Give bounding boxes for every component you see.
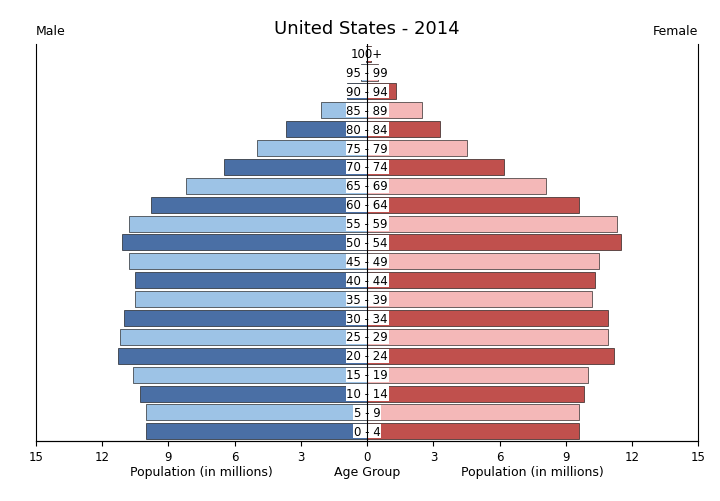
Text: 50 - 54: 50 - 54 [346,236,388,249]
Bar [367,273,595,289]
Bar [122,235,367,251]
Bar [367,310,608,326]
Bar [367,122,440,138]
Text: 80 - 84: 80 - 84 [346,123,388,136]
Text: 100+: 100+ [351,48,383,61]
Text: 35 - 39: 35 - 39 [346,293,388,306]
Text: 55 - 59: 55 - 59 [346,217,388,230]
Bar [140,386,367,402]
Text: 25 - 29: 25 - 29 [346,331,388,344]
Bar [186,178,367,194]
Text: 0 - 4: 0 - 4 [354,425,381,438]
Text: 60 - 64: 60 - 64 [346,199,388,212]
Text: 45 - 49: 45 - 49 [346,256,388,269]
Text: Population (in millions): Population (in millions) [462,465,604,478]
Bar [367,254,599,270]
Text: 40 - 44: 40 - 44 [346,274,388,287]
Bar [367,329,608,345]
Bar [146,423,367,439]
Bar [129,216,367,232]
Bar [367,348,614,364]
Bar [286,122,367,138]
Bar [367,141,467,157]
Bar [361,65,367,81]
Bar [133,367,367,383]
Bar [321,103,367,119]
Bar [135,273,367,289]
Bar [367,292,593,308]
Bar [146,405,367,421]
Text: Male: Male [36,25,66,38]
Text: 65 - 69: 65 - 69 [346,180,388,193]
Bar [367,216,617,232]
Bar [367,160,504,176]
Text: 5 - 9: 5 - 9 [354,406,381,419]
Text: Population (in millions): Population (in millions) [130,465,273,478]
Text: 75 - 79: 75 - 79 [346,142,388,155]
Bar [120,329,367,345]
Bar [367,103,423,119]
Bar [347,84,367,100]
Bar [367,178,546,194]
Text: 15 - 19: 15 - 19 [346,368,388,381]
Bar [367,235,621,251]
Text: 90 - 94: 90 - 94 [346,86,388,99]
Bar [257,141,367,157]
Title: United States - 2014: United States - 2014 [274,20,460,38]
Bar [367,405,579,421]
Bar [367,367,588,383]
Bar [135,292,367,308]
Bar [367,84,396,100]
Bar [224,160,367,176]
Bar [366,47,367,63]
Bar [150,197,367,213]
Bar [367,197,579,213]
Text: Female: Female [653,25,698,38]
Text: 20 - 24: 20 - 24 [346,350,388,363]
Bar [125,310,367,326]
Text: Age Group: Age Group [334,465,400,478]
Bar [367,423,579,439]
Text: 10 - 14: 10 - 14 [346,387,388,400]
Text: 85 - 89: 85 - 89 [346,105,388,118]
Bar [117,348,367,364]
Text: 70 - 74: 70 - 74 [346,161,388,174]
Text: 30 - 34: 30 - 34 [346,312,388,325]
Bar [367,65,378,81]
Bar [367,386,584,402]
Bar [129,254,367,270]
Bar [367,47,371,63]
Text: 95 - 99: 95 - 99 [346,67,388,80]
